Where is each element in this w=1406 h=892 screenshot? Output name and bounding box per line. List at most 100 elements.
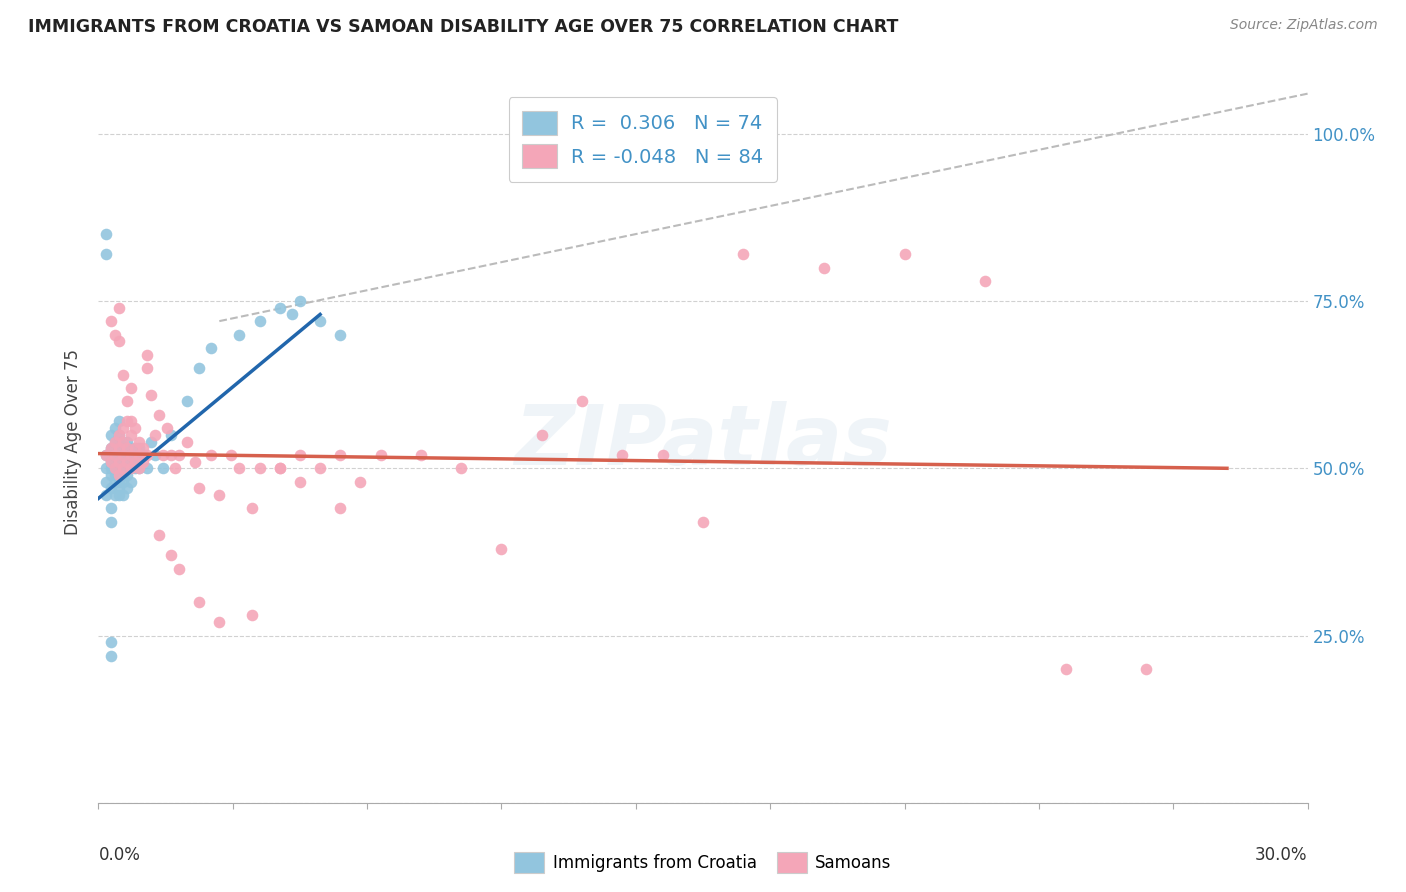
Point	[329, 448, 352, 462]
Point	[107, 482, 129, 496]
Point	[111, 434, 134, 449]
Point	[1054, 662, 1077, 676]
Point	[240, 608, 263, 623]
Point	[96, 448, 118, 462]
Point	[115, 434, 138, 449]
Point	[135, 361, 157, 376]
Point	[188, 361, 211, 376]
Point	[143, 427, 166, 442]
Point	[612, 448, 634, 462]
Point	[100, 442, 122, 455]
Legend: R =  0.306   N = 74, R = -0.048   N = 84: R = 0.306 N = 74, R = -0.048 N = 84	[509, 97, 776, 182]
Point	[103, 488, 125, 502]
Point	[128, 434, 150, 449]
Point	[107, 448, 129, 462]
Point	[240, 501, 263, 516]
Point	[111, 448, 134, 462]
Text: 30.0%: 30.0%	[1256, 847, 1308, 864]
Point	[111, 421, 134, 435]
Point	[160, 448, 183, 462]
Point	[100, 455, 122, 469]
Point	[107, 434, 129, 449]
Point	[115, 455, 138, 469]
Point	[450, 461, 472, 475]
Text: Source: ZipAtlas.com: Source: ZipAtlas.com	[1230, 18, 1378, 32]
Point	[111, 461, 134, 475]
Point	[107, 427, 129, 442]
Point	[329, 501, 352, 516]
Point	[115, 461, 138, 475]
Point	[370, 448, 392, 462]
Point	[135, 448, 157, 462]
Point	[228, 461, 250, 475]
Point	[124, 448, 146, 462]
Point	[100, 314, 122, 328]
Point	[120, 448, 142, 462]
Point	[111, 368, 134, 382]
Point	[309, 314, 332, 328]
Point	[100, 455, 122, 469]
Point	[115, 414, 138, 429]
Point	[148, 528, 170, 542]
Point	[281, 307, 304, 322]
Point	[124, 421, 146, 435]
Point	[1135, 662, 1157, 676]
Point	[107, 427, 129, 442]
Point	[103, 461, 125, 475]
Point	[120, 448, 142, 462]
Point	[128, 461, 150, 475]
Point	[100, 427, 122, 442]
Point	[111, 448, 134, 462]
Point	[329, 327, 352, 342]
Point	[148, 408, 170, 422]
Point	[208, 488, 231, 502]
Point	[120, 461, 142, 475]
Point	[120, 427, 142, 442]
Point	[163, 461, 186, 475]
Point	[100, 501, 122, 516]
Point	[132, 455, 155, 469]
Point	[128, 461, 150, 475]
Point	[139, 434, 162, 449]
Point	[176, 394, 198, 409]
Point	[249, 314, 271, 328]
Point	[96, 247, 118, 261]
Point	[107, 414, 129, 429]
Point	[96, 448, 118, 462]
Point	[96, 461, 118, 475]
Point	[103, 475, 125, 489]
Point	[100, 442, 122, 455]
Point	[115, 467, 138, 482]
Point	[176, 434, 198, 449]
Point	[111, 455, 134, 469]
Legend: Immigrants from Croatia, Samoans: Immigrants from Croatia, Samoans	[508, 846, 898, 880]
Point	[128, 442, 150, 455]
Point	[103, 434, 125, 449]
Point	[120, 461, 142, 475]
Point	[139, 387, 162, 401]
Point	[269, 301, 291, 315]
Point	[156, 421, 179, 435]
Point	[132, 448, 155, 462]
Point	[135, 461, 157, 475]
Point	[974, 274, 997, 288]
Point	[692, 515, 714, 529]
Point	[103, 461, 125, 475]
Point	[111, 475, 134, 489]
Point	[309, 461, 332, 475]
Point	[124, 442, 146, 455]
Point	[813, 260, 835, 275]
Point	[167, 562, 190, 576]
Point	[103, 421, 125, 435]
Point	[107, 475, 129, 489]
Point	[103, 442, 125, 455]
Text: IMMIGRANTS FROM CROATIA VS SAMOAN DISABILITY AGE OVER 75 CORRELATION CHART: IMMIGRANTS FROM CROATIA VS SAMOAN DISABI…	[28, 18, 898, 36]
Point	[160, 427, 183, 442]
Point	[188, 482, 211, 496]
Point	[124, 461, 146, 475]
Point	[103, 448, 125, 462]
Point	[96, 475, 118, 489]
Point	[107, 488, 129, 502]
Point	[349, 475, 371, 489]
Point	[167, 448, 190, 462]
